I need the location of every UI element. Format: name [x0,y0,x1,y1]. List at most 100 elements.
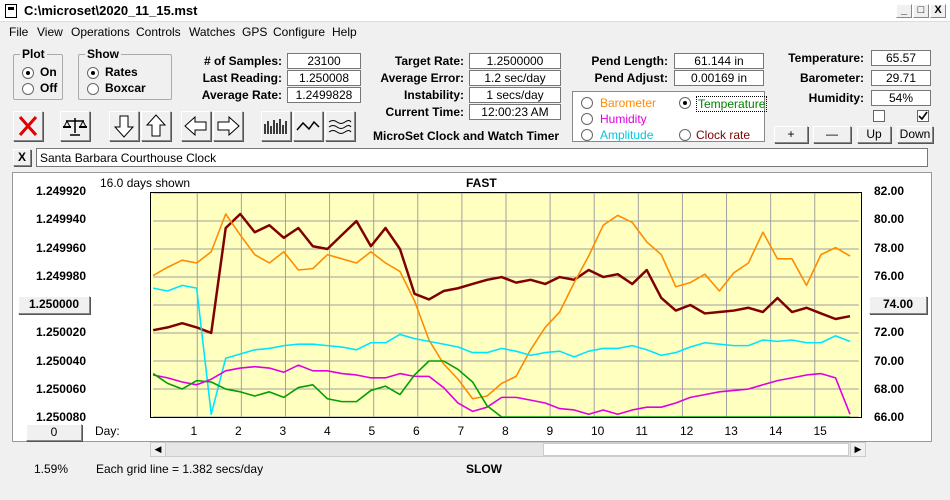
x-tick-label: 13 [724,424,738,438]
slow-label: SLOW [466,462,502,476]
app-name: MicroSet Clock and Watch Timer [373,129,560,143]
wave-icon [328,120,352,134]
menu-file[interactable]: File [9,25,29,39]
arrow-down-button[interactable] [109,111,139,141]
arrow-right-button[interactable] [213,111,243,141]
temperature-option-label: Temperature [696,96,768,112]
pend-adjust-label: Pend Adjust: [594,71,668,85]
last-reading-value: 1.250008 [287,70,361,86]
left-tick-label: 1.249940 [35,212,86,227]
show-boxcar-label: Boxcar [105,81,146,95]
barometer-value: 29.71 [871,70,931,86]
x-tick-label: 7 [457,424,465,438]
zero-button[interactable]: 0 [26,424,82,441]
left-checkbox[interactable] [873,110,885,122]
app-icon [5,4,17,18]
close-button[interactable]: X [930,4,946,18]
x-tick-label: 11 [635,424,648,438]
show-group-title: Show [85,47,121,61]
target-rate-value: 1.2500000 [469,53,561,69]
amplitude-radio[interactable] [581,129,593,141]
scroll-right-arrow-icon[interactable]: ▶ [850,443,865,456]
series-line [152,360,851,417]
humidity-value: 54% [871,90,931,106]
plot-off-radio[interactable] [22,83,34,95]
menu-gps[interactable]: GPS [242,25,268,39]
current-time-label: Current Time: [385,105,464,119]
series-line [152,213,851,400]
arrow-left-button[interactable] [181,111,211,141]
show-group: Show Rates Boxcar [78,47,172,100]
bar-chart-icon [264,119,287,134]
plot-on-radio[interactable] [22,67,34,79]
menu-bar: File View Operations Controls Watches GP… [0,22,950,42]
scale-up-button[interactable]: Up [857,126,891,143]
temperature-label: Temperature: [788,51,864,65]
humidity-radio[interactable] [581,113,593,125]
scroll-left-arrow-icon[interactable]: ◀ [151,443,166,456]
line-chart-icon [296,120,320,131]
x-tick-label: 10 [591,424,605,438]
barometer-label: Barometer: [799,71,864,85]
series-line [152,364,851,416]
x-tick-label: 4 [324,424,331,438]
right-checkbox[interactable] [917,110,929,122]
show-boxcar-radio[interactable] [87,83,99,95]
scale-down-button[interactable]: Down [897,126,933,143]
scale-plus-button[interactable]: + [774,126,808,143]
grid-note: Each grid line = 1.382 secs/day [96,462,264,476]
arrow-up-button[interactable] [141,111,171,141]
barometer-radio[interactable] [581,97,593,109]
days-shown-label: 16.0 days shown [100,176,191,190]
arrow-up-icon [145,114,167,137]
rate-chart [150,192,862,418]
plot-off-label: Off [40,81,58,95]
show-rates-radio[interactable] [87,67,99,79]
amplitude-option-label: Amplitude [600,128,654,142]
clock-rate-radio[interactable] [679,129,691,141]
bar-view-button[interactable] [261,111,291,141]
right-tick-label: 78.00 [874,240,905,255]
temperature-radio[interactable] [679,97,691,109]
menu-watches[interactable]: Watches [189,25,236,39]
menu-view[interactable]: View [37,25,63,39]
right-tick-label: 76.00 [874,268,905,283]
clear-clock-button[interactable]: X [13,149,31,166]
stop-button[interactable] [13,111,43,141]
scrollbar-thumb[interactable] [543,443,849,456]
x-tick-label: 12 [680,424,694,438]
average-error-label: Average Error: [380,71,464,85]
menu-controls[interactable]: Controls [136,25,181,39]
menu-help[interactable]: Help [332,25,357,39]
average-rate-label: Average Rate: [201,88,282,102]
balance-button[interactable] [60,111,90,141]
right-tick-label: 80.00 [874,212,905,227]
scale-minus-button[interactable]: — [813,126,851,143]
arrow-down-icon [113,115,135,138]
percent-readout: 1.59% [34,462,69,476]
pend-length-label: Pend Length: [591,54,668,68]
right-tick-label: 66.00 [874,410,905,424]
right-tick-label: 68.00 [874,381,905,396]
minimize-button[interactable]: _ [896,4,912,18]
series-line [152,284,851,416]
right-axis-selector: Barometer Temperature Humidity Amplitude… [572,91,768,142]
left-axis-value-button[interactable]: 1.250000 [18,296,90,314]
current-time-value: 12:00:23 AM [469,104,561,120]
x-tick-label: 2 [235,424,242,438]
wave-view-button[interactable] [325,111,355,141]
samples-value: 23100 [287,53,361,69]
line-view-button[interactable] [293,111,323,141]
x-tick-label: 5 [368,424,376,438]
x-tick-label: 8 [502,424,509,438]
red-x-icon [18,116,38,136]
pend-adjust-value: 0.00169 in [674,70,764,86]
maximize-button[interactable]: □ [913,4,929,18]
arrow-right-icon [217,115,240,137]
menu-configure[interactable]: Configure [273,25,326,39]
clock-name-input[interactable]: Santa Barbara Courthouse Clock [36,148,928,167]
right-axis-value-button[interactable]: 74.00 [869,296,927,314]
menu-operations[interactable]: Operations [71,25,130,39]
barometer-option-label: Barometer [600,96,657,110]
horizontal-scrollbar[interactable]: ◀ ▶ [150,442,866,457]
